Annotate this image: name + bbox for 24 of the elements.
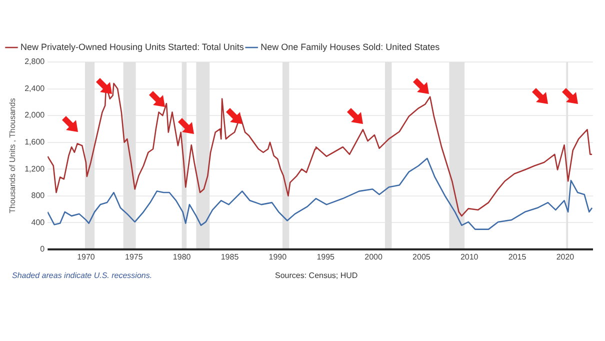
x-tick-label: 1970 [77, 252, 96, 262]
x-tick-label: 1990 [268, 252, 288, 262]
y-tick-label: 800 [31, 191, 46, 200]
x-tick-label: 1995 [316, 252, 336, 262]
x-tick-label: 1985 [220, 252, 240, 262]
y-tick-label: 2,000 [24, 110, 46, 120]
text: Shaded areas indicate U.S. recessions. [12, 271, 152, 280]
legend-label: New One Family Houses Sold: United States [260, 42, 440, 52]
source-note: Sources: Census; HUD [275, 271, 358, 280]
x-tick-label: 2015 [508, 252, 527, 262]
y-tick-label: 1,200 [24, 164, 46, 174]
x-tick-label: 2000 [364, 252, 383, 262]
y-tick-label: 0 [40, 244, 46, 254]
x-tick-label: 1975 [124, 252, 144, 262]
x-tick-label: 2005 [412, 252, 431, 262]
y-tick-label: 400 [31, 218, 46, 227]
x-tick-label: 2020 [556, 252, 575, 262]
y-tick-label: 1,600 [24, 138, 46, 147]
y-tick-label: 2,800 [24, 57, 46, 66]
legend-label: New Privately-Owned Housing Units Started: Total Units [20, 42, 244, 52]
y-axis-title: Thousands of Units , Thousands [8, 98, 18, 214]
x-tick-label: 1980 [172, 252, 192, 262]
x-tick-label: 2010 [460, 252, 479, 262]
y-tick-label: 2,400 [24, 84, 46, 93]
